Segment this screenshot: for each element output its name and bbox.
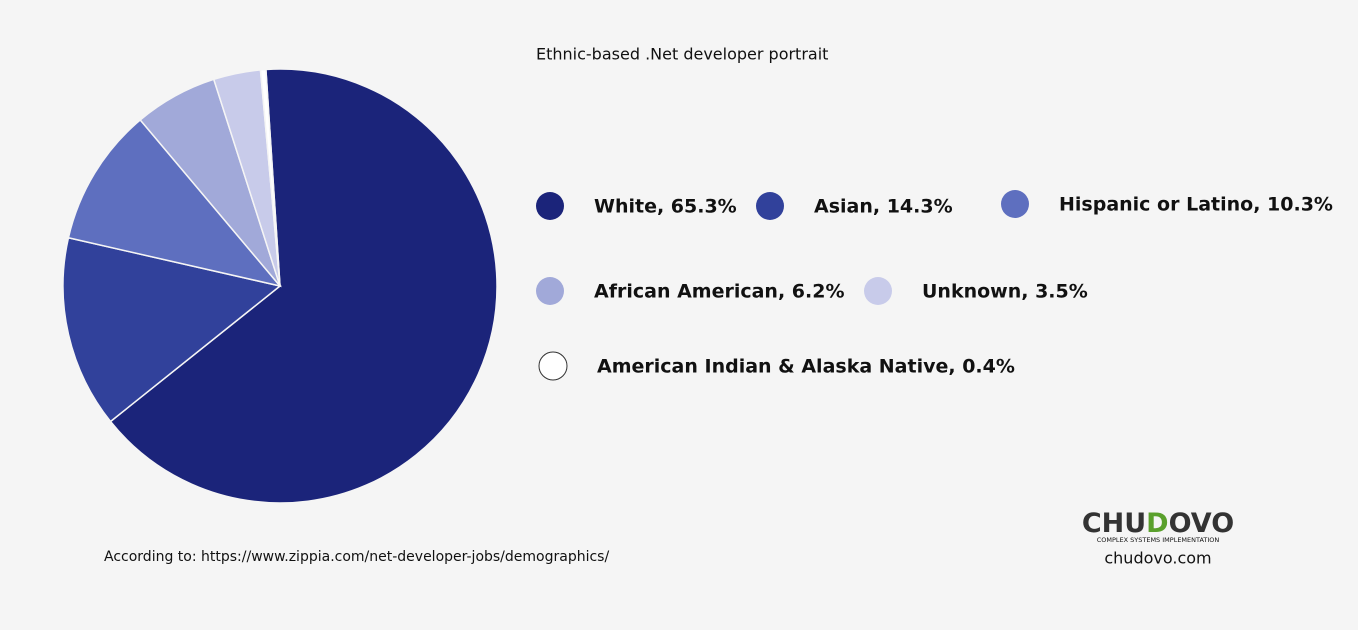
legend-swatch xyxy=(538,351,568,381)
logo-part: D xyxy=(1146,508,1168,539)
logo-part: CHU xyxy=(1082,508,1146,539)
logo-part: OVO xyxy=(1169,508,1235,539)
legend-label: Asian, 14.3% xyxy=(814,196,953,218)
legend-swatch xyxy=(864,277,892,305)
logo: CHUDOVO xyxy=(1082,508,1234,539)
logo-tagline: COMPLEX SYSTEMS IMPLEMENTATION xyxy=(1097,536,1220,544)
legend-label: Unknown, 3.5% xyxy=(922,281,1088,303)
logo-site: chudovo.com xyxy=(1104,549,1211,568)
pie-slice xyxy=(259,68,281,287)
legend-swatch xyxy=(536,277,564,305)
legend-label: American Indian & Alaska Native, 0.4% xyxy=(597,356,1015,378)
legend-swatch xyxy=(536,192,564,220)
chart-title: Ethnic-based .Net developer portrait xyxy=(536,45,828,64)
legend-label: African American, 6.2% xyxy=(594,281,845,303)
pie-slice xyxy=(62,236,282,423)
pie-slice xyxy=(109,68,498,504)
source-note: According to: https://www.zippia.com/net… xyxy=(104,549,609,565)
legend-label: White, 65.3% xyxy=(594,196,737,218)
legend-swatch xyxy=(756,192,784,220)
legend-swatch xyxy=(1001,190,1029,218)
legend-label: Hispanic or Latino, 10.3% xyxy=(1059,194,1333,216)
pie-slice xyxy=(67,118,283,288)
